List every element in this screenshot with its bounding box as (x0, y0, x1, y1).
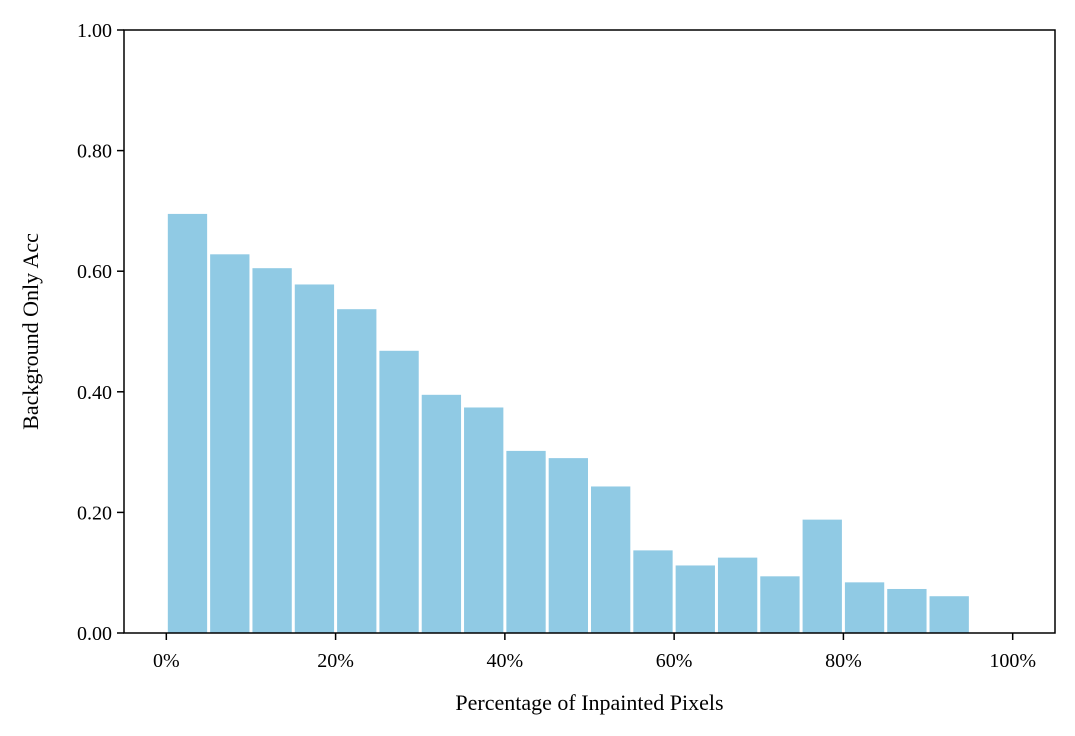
y-axis-ticks: 0.00 0.20 0.40 0.60 0.80 1.00 (77, 20, 124, 645)
bars-group (167, 213, 969, 634)
bar-50-55% (591, 486, 631, 633)
x-tick-label: 60% (656, 650, 693, 672)
bar-5-10% (210, 254, 250, 634)
bar-85-90% (887, 588, 927, 633)
y-tick-label: 0.40 (77, 382, 112, 404)
bar-35-40% (464, 407, 504, 633)
bar-70-75% (760, 576, 800, 633)
y-tick-label: 0.80 (77, 141, 112, 163)
bar-15-20% (294, 284, 335, 633)
y-tick-label: 0.00 (77, 623, 112, 645)
plot-frame (123, 29, 1056, 634)
bar-40-45% (506, 450, 546, 633)
bar-65-70% (717, 557, 758, 633)
y-axis-label: Background Only Acc (18, 233, 43, 430)
x-tick-label: 40% (487, 650, 524, 672)
bar-0-5% (167, 213, 208, 634)
bar-25-30% (379, 350, 419, 633)
bar-75-80% (802, 519, 842, 633)
x-tick-label: 20% (317, 650, 354, 672)
x-tick-label: 80% (825, 650, 862, 672)
bar-30-35% (421, 394, 462, 633)
x-tick-label: 0% (153, 650, 180, 672)
bar-90-95% (929, 596, 969, 633)
x-axis-label: Percentage of Inpainted Pixels (455, 690, 723, 715)
x-tick-label: 100% (989, 650, 1036, 672)
bar-55-60% (633, 550, 673, 633)
bar-80-85% (844, 582, 885, 633)
y-tick-label: 0.60 (77, 261, 112, 283)
y-tick-label: 1.00 (77, 20, 112, 42)
bar-20-25% (337, 309, 377, 633)
y-tick-label: 0.20 (77, 502, 112, 524)
bar-10-15% (252, 268, 292, 633)
bar-45-50% (548, 458, 588, 633)
x-axis-ticks: 0% 20% 40% 60% 80% 100% (153, 633, 1036, 672)
bar-60-65% (675, 565, 715, 633)
